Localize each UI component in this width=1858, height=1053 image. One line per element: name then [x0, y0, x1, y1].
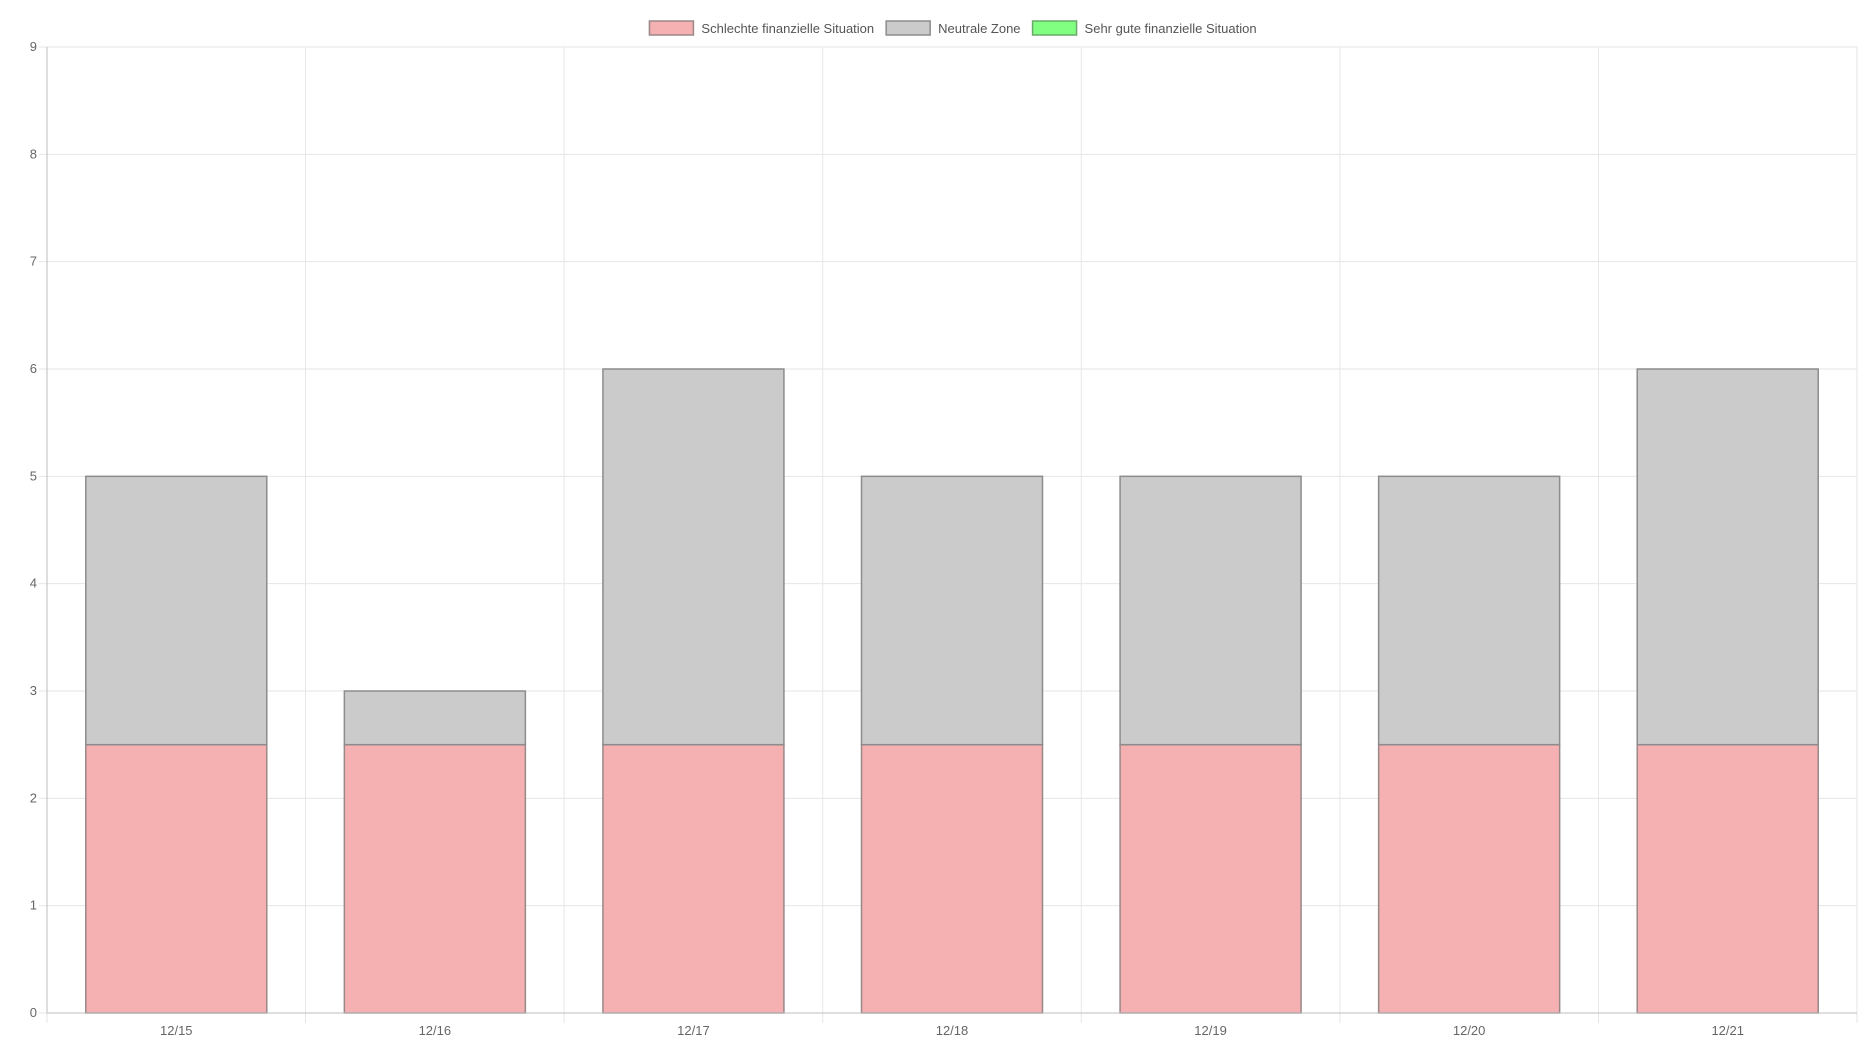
legend[interactable]: Schlechte finanzielle Situation Neutrale …: [648, 20, 1257, 36]
bar-segment[interactable]: [343, 743, 527, 1014]
legend-swatch[interactable]: [648, 20, 695, 36]
y-tick-label: 1: [30, 898, 37, 913]
bar-segment[interactable]: [343, 690, 527, 746]
bar-segment[interactable]: [1377, 475, 1561, 746]
y-tick-label: 0: [30, 1005, 37, 1020]
x-tick-label: 12/16: [419, 1023, 452, 1038]
legend-label: Neutrale Zone: [938, 21, 1020, 36]
bar-segment[interactable]: [1119, 475, 1302, 746]
y-tick-label: 2: [30, 790, 37, 805]
bar-segment[interactable]: [860, 743, 1044, 1014]
legend-swatch[interactable]: [885, 20, 931, 36]
x-tick-label: 12/18: [936, 1023, 969, 1038]
bar-segment[interactable]: [860, 475, 1044, 746]
x-tick-label: 12/15: [160, 1023, 193, 1038]
bar-segment[interactable]: [85, 743, 268, 1014]
bar-segment[interactable]: [602, 743, 785, 1014]
bar-segment[interactable]: [602, 368, 785, 746]
legend-label: Schlechte finanzielle Situation: [701, 21, 874, 36]
x-tick-label: 12/17: [677, 1023, 710, 1038]
bar-segment[interactable]: [85, 475, 268, 746]
x-tick-label: 12/20: [1453, 1023, 1486, 1038]
axis-layer: 0 1 2 3 4 5 6 7 8 9 12/15 12/16 12/17 12/18 12/19 12/20…: [30, 39, 1857, 1038]
y-tick-label: 6: [30, 361, 37, 376]
y-tick-label: 8: [30, 146, 37, 161]
y-tick-label: 5: [30, 468, 37, 483]
bar-segment[interactable]: [1636, 368, 1819, 746]
y-tick-label: 9: [30, 39, 37, 54]
bar-segment[interactable]: [1119, 743, 1302, 1014]
y-tick-label: 3: [30, 683, 37, 698]
x-tick-label: 12/19: [1194, 1023, 1227, 1038]
bar-segment[interactable]: [1377, 743, 1561, 1014]
legend-label: Sehr gute finanzielle Situation: [1085, 21, 1257, 36]
legend-swatch[interactable]: [1031, 20, 1078, 36]
x-tick-label: 12/21: [1711, 1023, 1744, 1038]
y-tick-label: 7: [30, 254, 37, 269]
y-tick-label: 4: [30, 576, 37, 591]
bars-layer: [85, 368, 1819, 1014]
bar-segment[interactable]: [1636, 743, 1819, 1014]
